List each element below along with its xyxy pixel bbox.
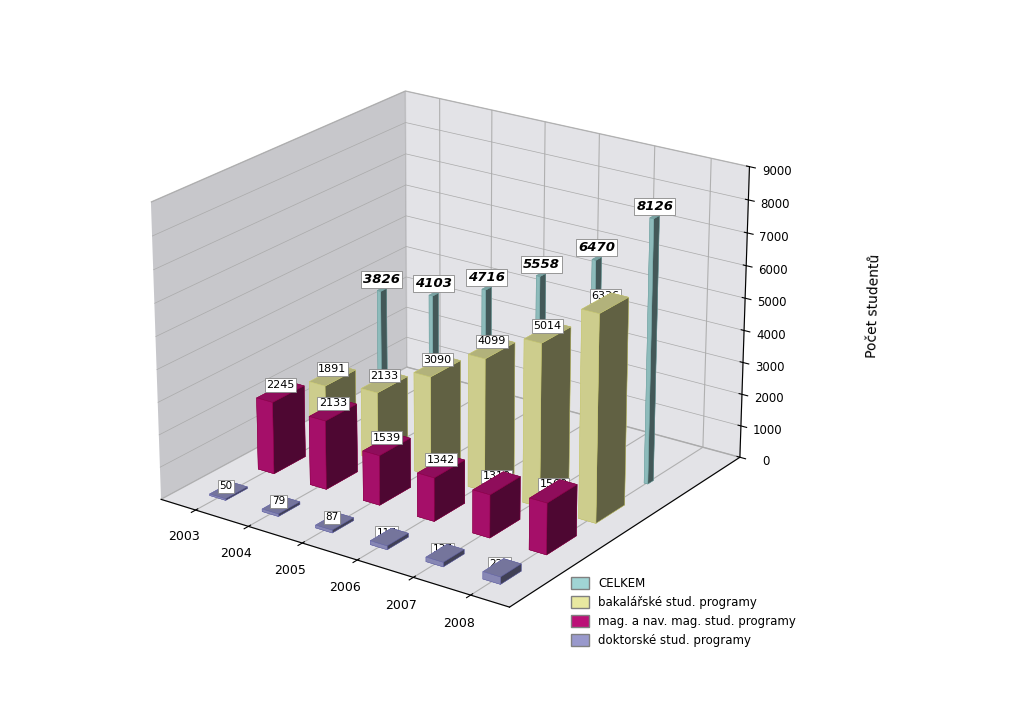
Legend: CELKEM, bakalářské stud. programy, mag. a nav. mag. stud. programy, doktorské st: CELKEM, bakalářské stud. programy, mag. …	[566, 573, 801, 652]
